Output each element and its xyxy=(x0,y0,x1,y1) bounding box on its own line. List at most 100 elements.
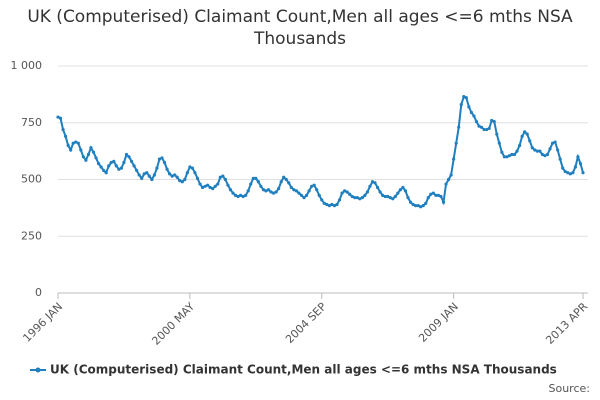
x-tick-label: 2013 APR xyxy=(543,300,590,347)
data-point xyxy=(462,95,466,99)
data-point xyxy=(340,191,344,195)
data-point xyxy=(563,169,567,174)
data-point xyxy=(145,171,149,175)
data-point xyxy=(419,205,423,209)
data-point xyxy=(226,183,230,187)
data-point xyxy=(370,180,375,184)
data-point xyxy=(355,196,359,200)
data-point xyxy=(277,186,281,191)
data-point xyxy=(170,174,174,178)
data-point xyxy=(378,190,382,194)
data-point xyxy=(348,192,352,196)
data-point xyxy=(99,165,103,169)
data-point xyxy=(464,96,468,100)
data-point xyxy=(218,175,222,179)
data-point xyxy=(424,201,428,205)
data-point xyxy=(109,160,113,165)
data-point xyxy=(79,148,83,152)
data-point xyxy=(391,197,395,201)
data-point xyxy=(535,149,539,153)
x-tick-label: 1996 JAN xyxy=(20,300,65,345)
data-point xyxy=(188,165,192,169)
data-point xyxy=(581,171,585,175)
data-point xyxy=(398,188,402,192)
data-point xyxy=(327,204,331,208)
data-point xyxy=(515,149,519,153)
data-point xyxy=(479,125,484,129)
data-point xyxy=(360,196,364,200)
data-point xyxy=(135,168,139,173)
data-point xyxy=(520,134,524,138)
data-point xyxy=(576,155,580,159)
data-point xyxy=(353,196,357,200)
data-point xyxy=(289,185,293,190)
data-point xyxy=(142,172,146,176)
data-point xyxy=(297,191,301,195)
data-point xyxy=(474,120,479,124)
data-point xyxy=(102,168,106,173)
series-line xyxy=(57,95,584,208)
y-tick-label: 750 xyxy=(21,116,42,129)
data-point xyxy=(485,127,489,132)
x-tick-label: 2004 SEP xyxy=(283,300,329,346)
data-point xyxy=(86,152,91,157)
data-point xyxy=(119,166,124,170)
data-point xyxy=(330,202,334,207)
data-point xyxy=(497,141,501,145)
data-point xyxy=(439,194,443,199)
data-point xyxy=(350,194,354,199)
data-point xyxy=(540,152,545,157)
data-point xyxy=(178,179,182,183)
data-point xyxy=(492,120,496,124)
data-point xyxy=(71,141,75,145)
data-point xyxy=(228,188,233,192)
data-point xyxy=(320,198,324,202)
data-point xyxy=(122,160,126,165)
data-point xyxy=(155,166,159,170)
data-point xyxy=(152,173,156,177)
y-tick-label: 1 000 xyxy=(11,59,43,72)
data-point xyxy=(373,181,377,185)
data-point xyxy=(221,174,225,178)
data-point xyxy=(358,197,362,201)
data-point xyxy=(457,125,461,129)
data-point xyxy=(244,193,248,197)
data-point xyxy=(525,132,529,136)
data-point xyxy=(561,166,565,170)
data-point xyxy=(416,204,420,208)
data-point xyxy=(112,159,116,163)
data-point xyxy=(185,171,189,175)
data-point xyxy=(274,190,278,194)
data-point xyxy=(523,130,527,134)
data-point xyxy=(566,171,570,175)
data-point xyxy=(543,154,547,158)
data-point xyxy=(241,194,245,199)
data-point xyxy=(403,189,408,193)
data-point xyxy=(517,143,522,148)
data-point xyxy=(505,155,509,159)
data-point xyxy=(558,157,562,161)
data-point xyxy=(386,194,390,199)
data-point xyxy=(487,126,491,131)
data-point xyxy=(573,165,577,169)
data-point xyxy=(127,155,131,159)
data-point xyxy=(256,180,260,184)
data-point xyxy=(56,115,60,119)
data-point xyxy=(132,164,136,168)
data-point xyxy=(206,183,210,187)
data-point xyxy=(183,177,187,182)
data-point xyxy=(147,174,151,178)
data-point xyxy=(342,189,347,193)
data-point xyxy=(578,162,583,166)
data-point xyxy=(444,182,448,186)
data-point xyxy=(538,149,542,153)
data-point xyxy=(345,190,349,194)
data-point xyxy=(459,102,463,107)
data-point xyxy=(502,155,506,159)
data-point xyxy=(231,191,235,195)
data-point xyxy=(284,177,288,182)
data-point xyxy=(452,157,456,161)
data-point xyxy=(269,190,273,194)
data-point xyxy=(81,155,85,159)
